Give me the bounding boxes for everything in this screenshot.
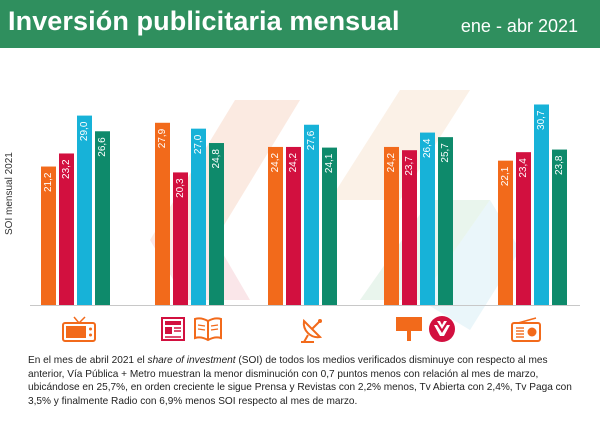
bar-value-label: 23,2	[61, 159, 72, 179]
bar-value-label: 21,2	[43, 172, 54, 192]
metro-logo-icon	[429, 316, 455, 342]
bar-group: 22,1 23,4 30,7 23,8	[498, 104, 567, 305]
bar	[498, 160, 513, 305]
bar-value-label: 23,8	[554, 155, 565, 175]
bar-value-label: 26,4	[422, 138, 433, 158]
bar-value-label: 23,7	[404, 156, 415, 176]
tv-icon	[62, 316, 96, 342]
bar	[304, 124, 319, 305]
bar-group: 27,9 20,3 27,0 24,8	[155, 122, 224, 305]
bar	[420, 132, 435, 305]
satellite-dish-icon	[301, 318, 323, 343]
bar-value-label: 23,4	[518, 158, 529, 178]
bar-chart: 21,223,229,026,6 27,920,327,024,8 24,2 24,2…	[30, 104, 580, 306]
bar	[77, 115, 92, 305]
bar	[191, 128, 206, 305]
radio-icon	[511, 317, 541, 342]
bar	[402, 150, 417, 305]
bar-value-label: 22,1	[500, 166, 511, 186]
bar	[155, 122, 170, 305]
bar	[384, 146, 399, 305]
newspaper-icon	[161, 317, 185, 341]
summary-emphasis: share of investment	[147, 355, 236, 366]
bar	[95, 131, 110, 305]
bar	[534, 104, 549, 305]
bar-value-label: 24,8	[211, 149, 222, 169]
bar-value-label: 27,0	[193, 134, 204, 154]
bar	[41, 166, 56, 305]
bar-value-label: 25,7	[440, 143, 451, 163]
bar	[322, 147, 337, 305]
billboard-icon	[396, 317, 422, 341]
bar	[209, 143, 224, 305]
summary-part-2: (SOI) de todos los medios verificados di…	[28, 355, 572, 407]
bar	[552, 149, 567, 305]
bar	[268, 146, 283, 305]
summary-part-1: En el mes de abril 2021 el	[28, 355, 148, 366]
bar	[286, 146, 301, 305]
bar-value-label: 24,2	[270, 153, 281, 173]
bar-value-label: 24,1	[324, 153, 335, 173]
summary-paragraph: En el mes de abril 2021 el share of inve…	[28, 354, 578, 408]
bar-group: 24,2 24,2 27,6 24,1	[268, 124, 337, 305]
bar	[59, 153, 74, 305]
bar-value-label: 29,0	[79, 121, 90, 141]
period-label: ene - abr 2021	[460, 16, 578, 36]
bar-group: 21,2 23,2 29,0 26,6	[41, 115, 110, 305]
bar	[173, 172, 188, 305]
magazine-icon	[194, 317, 222, 342]
bar	[516, 152, 531, 305]
bar	[438, 137, 453, 305]
bar-value-label: 27,9	[157, 128, 168, 148]
page-title: Inversión publicitaria mensual	[8, 6, 400, 36]
bar-value-label: 20,3	[175, 178, 186, 198]
header-bar: Inversión publicitaria mensual ene - abr…	[0, 0, 600, 48]
bar-value-label: 26,6	[97, 137, 108, 157]
bar-value-label: 24,2	[386, 153, 397, 173]
bar-value-label: 27,6	[306, 130, 317, 150]
bar-value-label: 30,7	[536, 110, 547, 130]
bar-value-label: 24,2	[288, 153, 299, 173]
bar-group: 24,2 23,7 26,4 25,7	[384, 132, 453, 305]
